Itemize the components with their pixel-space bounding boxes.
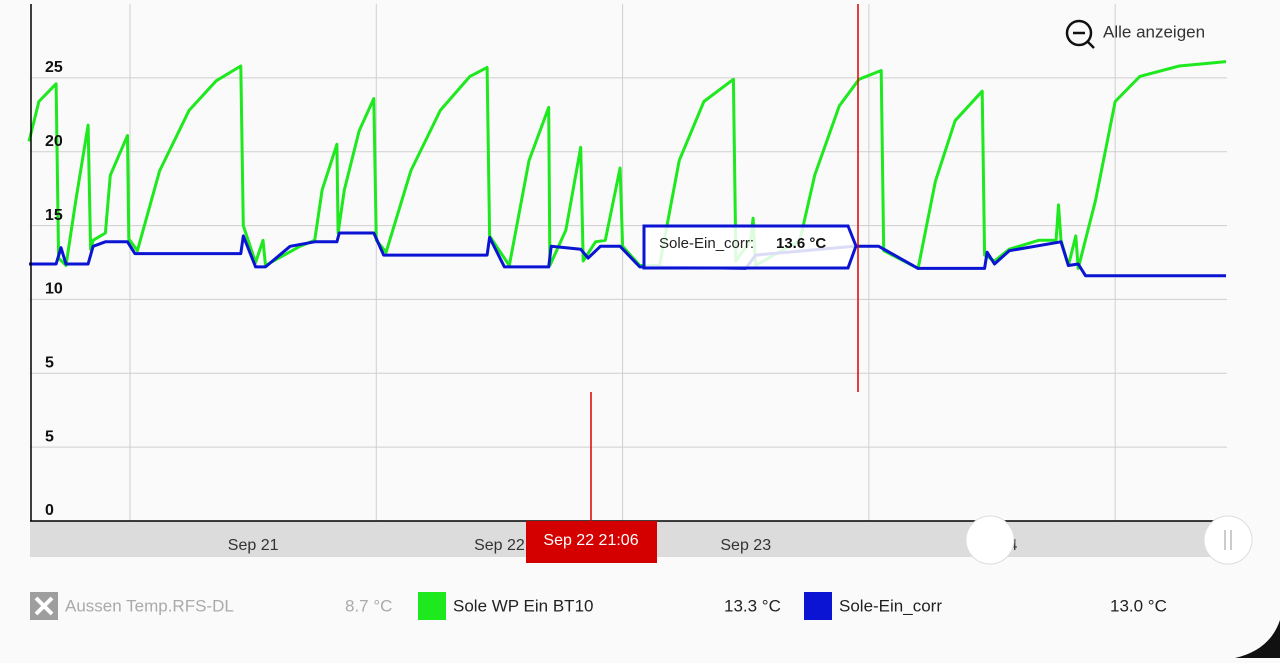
legend-value: 13.3 °C [724,596,781,615]
legend-label[interactable]: Aussen Temp.RFS-DL [65,596,234,615]
y-tick-label: 25 [45,59,63,76]
zoom-icon [1087,41,1095,49]
x-tick-label: Sep 23 [720,537,771,554]
tooltip: Sole-Ein_corr: 13.6 °C [642,224,858,270]
legend-swatch[interactable] [804,592,832,620]
legend: Aussen Temp.RFS-DL 8.7 °C Sole WP Ein BT10… [30,592,1167,620]
legend-swatch[interactable] [418,592,446,620]
zoom-button[interactable]: Alle anzeigen [1065,19,1205,49]
x-tick-label: Sep 22 [474,537,525,554]
cursor-label: Sep 22 21:06 [543,532,638,549]
legend-value: 8.7 °C [345,596,392,615]
tooltip-label: Sole-Ein_corr: [659,235,754,252]
y-tick-label: 0 [45,502,54,519]
handle-right[interactable] [1203,515,1253,565]
legend-value: 13.0 °C [1110,596,1167,615]
tooltip-box [642,224,858,270]
legend-label[interactable]: Sole WP Ein BT10 [453,596,593,615]
y-tick-label: 20 [45,133,63,150]
legend-cross [34,596,54,616]
zoom-text[interactable]: Alle anzeigen [1103,22,1205,41]
handle-left[interactable] [965,515,1015,565]
x-tick-label: Sep 21 [228,537,279,554]
zoom-icon [1065,19,1093,47]
tooltip-value: 13.6 °C [776,235,826,252]
cursor-label-box [526,521,657,563]
series-line [29,231,1226,278]
lines [27,60,1227,278]
corner [1235,620,1280,658]
range-handle[interactable] [965,515,1253,565]
grid [30,4,1227,522]
y-tick-label: 15 [45,207,63,224]
y-tick-label: 5 [45,355,54,372]
y-tick-label: 5 [45,428,54,445]
legend-label[interactable]: Sole-Ein_corr [839,596,942,615]
y-tick-label: 10 [45,281,63,298]
